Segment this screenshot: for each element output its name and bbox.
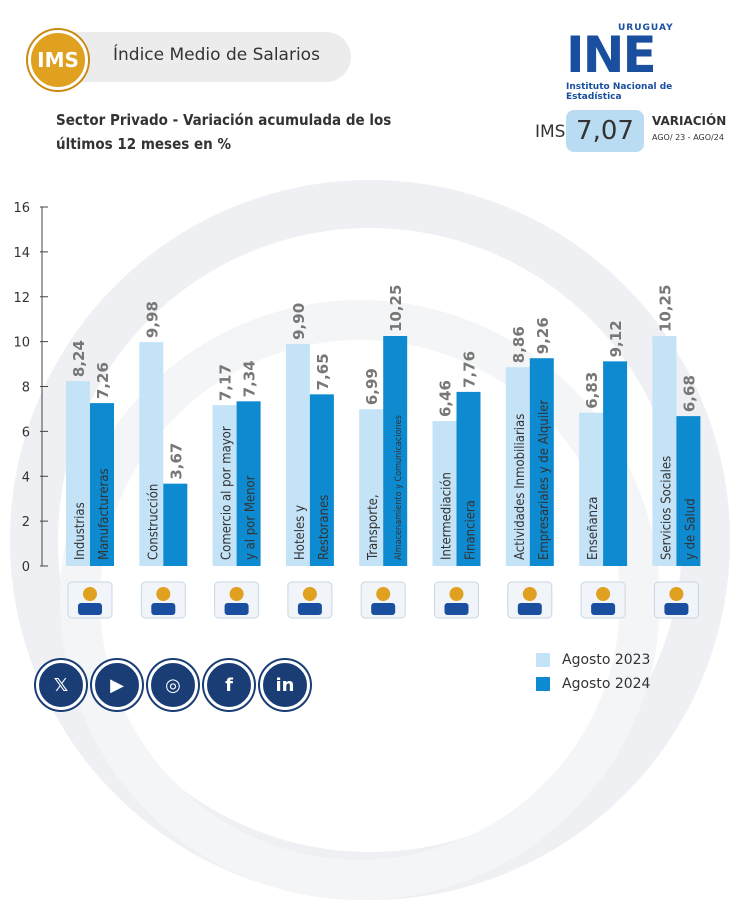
variation-label: VARIACIÓN <box>652 114 727 128</box>
bar-2023 <box>652 336 677 566</box>
category-label-line-1: Intermediación <box>440 472 455 560</box>
x-icon[interactable]: 𝕏 <box>36 660 86 710</box>
facebook-icon[interactable]: f <box>204 660 254 710</box>
bar-2023 <box>579 412 604 566</box>
ims-badge: IMS <box>28 30 88 90</box>
category-label-line-2: y al por Menor <box>244 475 259 560</box>
factory-worker-icon <box>67 581 113 619</box>
data-label: 10,25 <box>387 285 405 332</box>
data-label: 7,34 <box>241 360 259 397</box>
legend-label-2023: Agosto 2023 <box>562 652 651 668</box>
legend-item-2024: Agosto 2024 <box>536 676 650 692</box>
logo-name: INE <box>566 26 657 84</box>
legend-item-2023: Agosto 2023 <box>536 652 650 668</box>
instagram-icon[interactable]: ◎ <box>148 660 198 710</box>
bar-2023 <box>139 342 164 566</box>
subtitle-line-1: Sector Privado - Variación acumulada de … <box>56 111 392 129</box>
y-tick-label: 10 <box>13 336 30 351</box>
data-label: 8,24 <box>70 340 88 377</box>
data-label: 7,26 <box>94 362 112 399</box>
data-label: 6,99 <box>363 368 381 405</box>
y-tick-label: 12 <box>13 291 30 306</box>
category-label-line-1: Servicios Sociales <box>659 456 674 560</box>
y-tick-label: 2 <box>22 515 30 530</box>
category-label-line-2: Restoranes <box>317 495 332 560</box>
data-label: 8,86 <box>510 326 528 363</box>
legend-label-2024: Agosto 2024 <box>562 676 651 692</box>
data-label: 7,17 <box>217 364 235 401</box>
bar-chart: 0 2 4 6 8 10 12 14 16 8,24 7,26 Industrias Manufactu… <box>13 201 701 619</box>
category-label-line-2: Almacenamiento y Comunicaciones <box>394 415 404 560</box>
category-label-line-1: Transporte, <box>366 494 381 561</box>
category-label-line-2: Empresariales y de Alquiler <box>537 400 552 560</box>
finance-icon <box>434 581 479 619</box>
construction-worker-icon <box>140 581 186 619</box>
bar-2024 <box>676 416 701 566</box>
y-tick-label: 0 <box>22 560 30 575</box>
bar-2023 <box>66 381 90 566</box>
summary-value: 7,07 <box>566 110 644 152</box>
teacher-icon <box>580 581 626 619</box>
category-label-line-1: Hoteles y <box>293 505 308 560</box>
bar-2023 <box>432 421 457 566</box>
bar-2024 <box>309 394 334 566</box>
y-tick-label: 8 <box>22 381 30 396</box>
data-label: 7,76 <box>461 351 479 388</box>
bar-2024 <box>456 391 481 566</box>
summary-label: IMS <box>535 122 566 142</box>
category-label-line-1: Construcción <box>146 484 161 560</box>
bar-2023 <box>212 405 237 566</box>
data-label: 9,98 <box>143 301 161 338</box>
page-title: Índice Medio de Salarios <box>113 45 320 65</box>
category-label-line-1: Enseñanza <box>586 497 601 560</box>
category-label-line-2: y de Salud <box>683 498 698 560</box>
legend-swatch-2023 <box>536 653 550 667</box>
y-tick-label: 6 <box>22 425 30 440</box>
bar-2023 <box>359 409 384 566</box>
bar-2024 <box>383 336 408 566</box>
category-label-line-2: Manufactureras <box>97 468 112 560</box>
logo-country: URUGUAY <box>618 23 674 33</box>
category-label-line-1: Comercio al por mayor <box>220 426 235 560</box>
category-label-line-1: Actividades Inmobiliarias <box>513 414 528 560</box>
restaurant-icon <box>287 581 333 619</box>
data-label: 6,46 <box>437 380 455 417</box>
hospital-icon <box>653 581 699 619</box>
category-label-line-2: Financiera <box>464 500 479 560</box>
bar-2024 <box>603 361 628 566</box>
data-label: 6,83 <box>583 372 601 409</box>
house-keys-icon <box>507 581 553 619</box>
bar-2023 <box>285 343 310 566</box>
legend-swatch-2024 <box>536 677 550 691</box>
data-label: 7,65 <box>314 353 332 390</box>
data-label: 10,25 <box>656 285 674 332</box>
y-tick-label: 16 <box>13 201 30 216</box>
y-tick-label: 14 <box>13 246 30 261</box>
transport-icon <box>360 581 406 619</box>
chart-subtitle: Sector Privado - Variación acumulada de … <box>56 108 416 156</box>
logo-full-name: Instituto Nacional de Estadística <box>566 82 673 102</box>
y-tick-label: 4 <box>22 470 30 485</box>
data-label: 9,26 <box>534 317 552 354</box>
linkedin-icon[interactable]: in <box>260 660 310 710</box>
data-label: 9,90 <box>290 303 308 340</box>
bar-2024 <box>236 401 261 566</box>
variation-period: AGO/ 23 - AGO/24 <box>652 133 724 142</box>
bar-2024 <box>163 483 188 566</box>
data-label: 9,12 <box>607 320 625 357</box>
subtitle-line-2: últimos 12 meses en % <box>56 135 231 153</box>
market-stall-icon <box>214 581 260 619</box>
bar-2024 <box>529 358 554 566</box>
data-label: 6,68 <box>680 375 698 412</box>
category-label-line-1: Industrias <box>73 502 88 560</box>
youtube-icon[interactable]: ▶ <box>92 660 142 710</box>
bar-2024 <box>90 403 114 566</box>
bar-2023 <box>505 367 530 566</box>
data-label: 3,67 <box>167 443 185 480</box>
